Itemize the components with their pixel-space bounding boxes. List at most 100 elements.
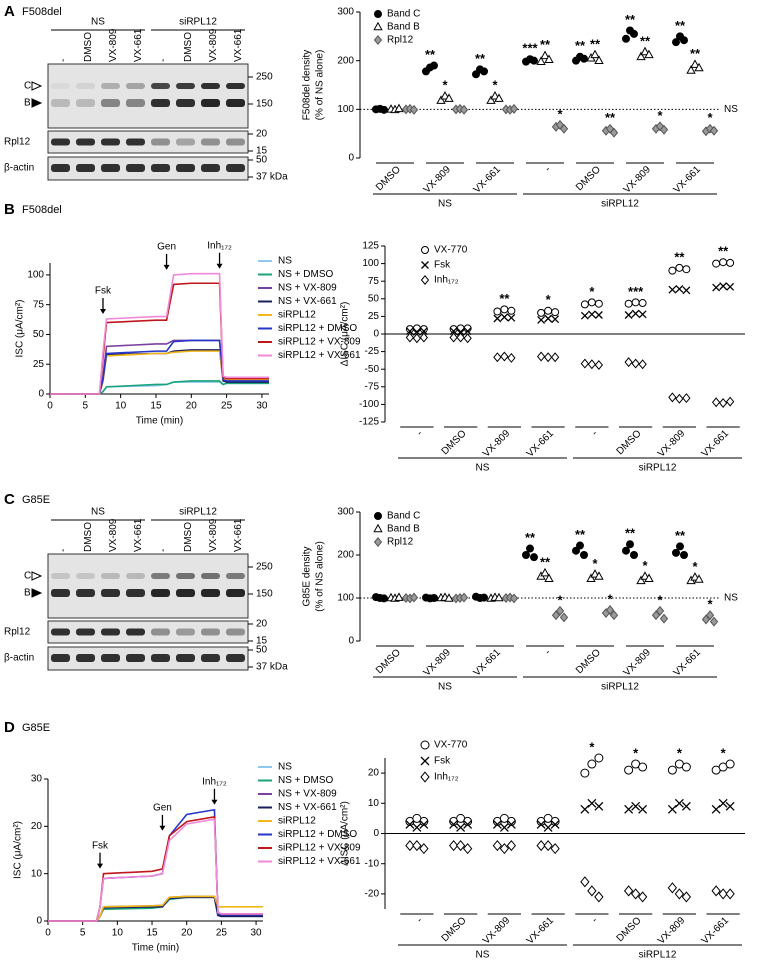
panel-title: G85E — [22, 722, 50, 734]
group-label: siRPL12 — [601, 682, 639, 693]
lane-label: VX-809 — [108, 28, 119, 62]
x-tick-label: 20 — [181, 928, 193, 939]
blot-band — [201, 589, 220, 597]
data-point — [456, 823, 466, 832]
data-point — [506, 816, 516, 826]
data-point — [594, 359, 604, 370]
y-tick-label: 75 — [368, 276, 380, 287]
x-tick-label: - — [415, 428, 425, 438]
trace — [50, 339, 269, 395]
marker-label: 250 — [256, 562, 273, 573]
x-tick-label: - — [543, 164, 553, 174]
row-label: Rpl12 — [4, 627, 31, 638]
significance: *** — [522, 41, 538, 56]
data-point — [711, 885, 721, 897]
data-point — [494, 592, 504, 602]
significance: * — [557, 106, 563, 121]
legend-label: NS + DMSO — [278, 269, 334, 280]
legend-label: NS + VX-661 — [278, 296, 337, 307]
data-point — [543, 352, 553, 363]
legend-label: siRPL12 + DMSO — [278, 829, 357, 840]
data-point — [674, 798, 684, 808]
data-point — [543, 823, 553, 832]
data-point — [522, 551, 530, 559]
data-point — [580, 311, 589, 320]
blot-band — [101, 83, 120, 89]
significance: ** — [675, 18, 686, 33]
blot-band — [126, 628, 145, 636]
marker-label: 20 — [256, 129, 268, 140]
data-point — [544, 573, 554, 582]
significance: * — [607, 591, 613, 606]
x-tick-label: DMSO — [574, 647, 603, 676]
data-point — [682, 265, 691, 274]
data-point — [507, 352, 516, 363]
data-point — [718, 888, 728, 900]
x-tick-label: 25 — [221, 401, 233, 412]
annotation-arrowhead — [99, 308, 106, 314]
lane-label: DMSO — [83, 522, 94, 552]
data-point — [680, 551, 688, 559]
x-tick-label: VX-809 — [622, 647, 654, 679]
trace — [48, 895, 263, 922]
significance: * — [642, 558, 648, 573]
data-point — [559, 612, 569, 623]
blot-band — [51, 628, 70, 636]
marker-label: 20 — [256, 619, 268, 630]
y-tick-label: 25 — [368, 311, 380, 322]
blot-band — [226, 83, 245, 89]
x-tick-label: 0 — [47, 401, 53, 412]
x-tick-label: 5 — [83, 401, 89, 412]
data-point — [536, 56, 546, 65]
panel-title: G85E — [22, 494, 50, 506]
y-tick-label: -20 — [365, 889, 380, 900]
data-point — [725, 888, 735, 900]
legend-marker — [373, 35, 383, 45]
data-point — [640, 46, 650, 56]
significance: ** — [540, 37, 551, 52]
data-point — [506, 819, 516, 829]
blot-band — [126, 589, 145, 597]
panel-letter: B — [4, 201, 15, 218]
data-point — [712, 259, 721, 268]
legend-label: NS + VX-809 — [278, 283, 337, 294]
data-point — [580, 358, 590, 369]
data-point — [540, 567, 550, 577]
blot-band — [51, 138, 70, 146]
significance: *** — [628, 284, 644, 299]
x-tick-label: VX-809 — [422, 647, 454, 679]
y-tick-label: 30 — [31, 774, 43, 785]
band-label: B — [24, 98, 31, 109]
significance: * — [692, 559, 698, 574]
blot-band — [76, 573, 95, 579]
data-point — [543, 839, 553, 852]
y-tick-label: 25 — [33, 359, 45, 370]
x-tick-label: 5 — [80, 928, 86, 939]
legend-marker — [374, 512, 382, 520]
data-point — [674, 888, 685, 900]
data-point — [462, 843, 473, 855]
data-point — [631, 309, 640, 318]
data-point — [394, 103, 404, 113]
lane-label: - — [158, 59, 169, 62]
x-tick-label: VX-809 — [481, 915, 513, 947]
data-point — [536, 819, 546, 829]
legend-label: Band C — [387, 9, 420, 20]
blot-band — [151, 573, 170, 579]
legend-label: siRPL12 — [278, 816, 316, 827]
data-point — [667, 765, 677, 775]
annotation: Fsk — [95, 286, 112, 297]
data-point — [681, 801, 691, 811]
data-point — [682, 286, 691, 295]
lane-label: VX-661 — [233, 518, 244, 552]
data-point — [638, 359, 647, 370]
y-tick-label: 100 — [362, 258, 379, 269]
x-tick-label: DMSO — [440, 915, 469, 944]
data-point — [572, 546, 580, 555]
blot-band — [51, 83, 70, 89]
row-label: Rpl12 — [4, 137, 31, 148]
y-tick-label: -125 — [359, 417, 379, 428]
blot-band — [226, 164, 245, 172]
group-label: NS — [91, 507, 105, 518]
